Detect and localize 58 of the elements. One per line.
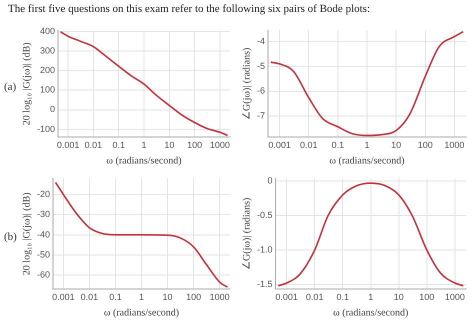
x-tick-label: 0.001 [56,140,80,150]
y-tick-label: -60 [36,270,50,280]
y-axis-title: ∠G(jω)| (radians) [242,48,253,120]
y-tick-label: -20 [36,189,50,199]
x-tick-label: 1 [142,140,147,150]
y-tick-label: -100 [37,124,56,134]
y-tick-label: -6 [256,86,265,96]
y-axis-title: 20 log₁₀ |G(jω)| (dB) [22,42,33,126]
y-tick-label: 0 [267,176,273,186]
y-tick-label: -0.5 [256,210,273,220]
y-tick-label: -7 [256,110,265,121]
x-tick-label: 0.01 [84,140,102,150]
x-axis-title: ω (radians/second) [106,156,182,167]
x-tick-label: 100 [186,292,202,302]
x-tick-label: 0.01 [300,140,318,150]
x-tick-label: 10 [162,292,173,302]
x-tick-label: 10 [391,140,402,150]
x-axis-title: ω (radians/second) [333,308,408,319]
x-tick-label: 1 [138,292,144,302]
x-tick-label: 0.1 [336,292,349,302]
x-tick-label: 1000 [444,140,464,150]
x-tick-label: 0.1 [112,140,125,150]
x-tick-label: 0.1 [109,292,122,302]
x-tick-label: 0.01 [80,292,98,302]
y-tick-label: -4 [256,36,265,46]
y-tick-label: 100 [40,84,56,95]
y-axis-title: ∠G(jω)| (radians) [242,198,253,270]
x-tick-label: 1 [368,292,374,302]
y-tick-label: -1.0 [256,244,273,254]
y-tick-label: -30 [36,209,50,220]
x-tick-label: 100 [419,292,434,302]
y-axis-title: 20 log₁₀ |G(jω)| (dB) [22,192,33,276]
y-tick-label: -40 [36,229,50,240]
x-axis-title: ω (radians/second) [329,156,405,167]
x-tick-label: 0.01 [306,292,324,302]
y-tick-label: 300 [40,45,56,56]
x-tick-label: 1 [364,140,370,150]
y-tick-label: 400 [40,26,56,36]
text: (b) [4,231,17,243]
x-tick-label: 0.1 [332,140,344,150]
chart-title: The first five questions on this exam refer to the following six pairs of Bode plots: [8,3,370,15]
y-tick-label: -1.5 [256,278,273,289]
x-axis-title: ω (radians/second) [104,308,180,319]
x-tick-label: 1000 [210,140,230,150]
y-tick-label: 0 [50,104,56,114]
text: (a) [4,81,16,93]
y-tick-label: 200 [40,65,56,76]
x-tick-label: 10 [394,292,404,302]
x-tick-label: 1000 [444,292,465,302]
x-tick-label: 100 [418,140,433,150]
x-tick-label: 100 [187,140,202,150]
y-tick-label: -5 [256,60,265,71]
x-tick-label: 0.001 [275,292,298,302]
y-tick-label: -50 [36,249,50,260]
x-tick-label: 10 [164,140,174,150]
x-tick-label: 0.001 [268,140,291,150]
x-tick-label: 0.001 [52,292,75,302]
x-tick-label: 1000 [210,292,230,302]
